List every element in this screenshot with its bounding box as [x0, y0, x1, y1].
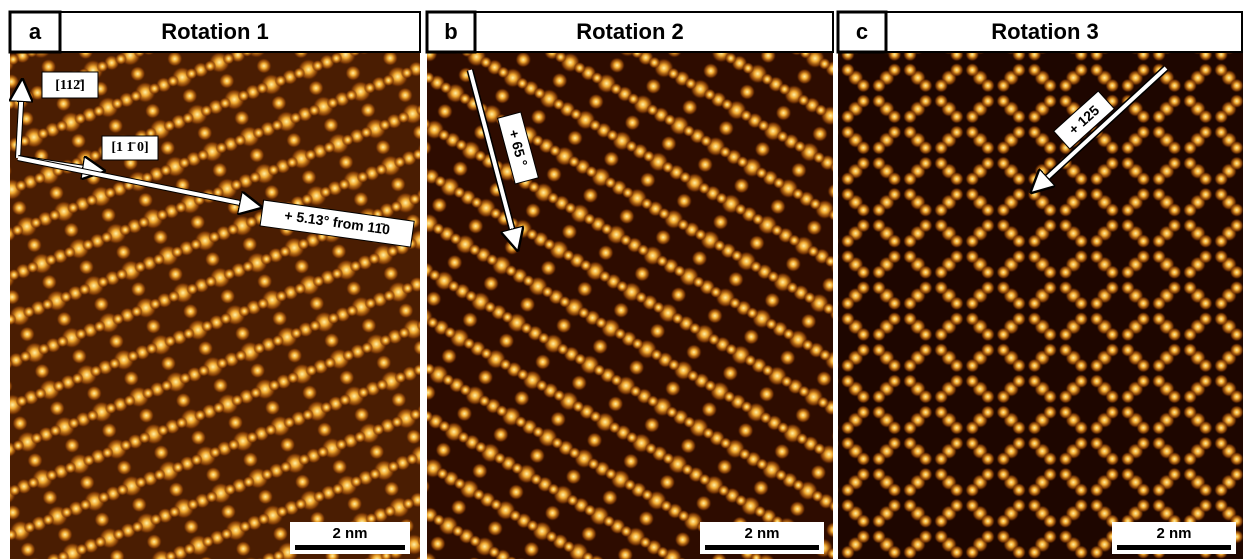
stm-image	[10, 52, 420, 559]
panel-c: c Rotation 3 + 125 2 nm	[838, 12, 1243, 559]
panel-title: Rotation 1	[161, 19, 269, 44]
scale-bar-label: 2 nm	[744, 525, 779, 542]
panel-b: b Rotation 2 + 65 ° 2 nm	[427, 12, 833, 559]
scale-bar-label: 2 nm	[332, 525, 367, 542]
stm-image	[838, 52, 1243, 559]
figure: a Rotation 1 [112̄] [1 1̄ 0] + 5.13° fro…	[0, 0, 1243, 559]
scale-bar	[1117, 545, 1231, 550]
panel-letter: b	[444, 19, 457, 44]
direction-label: [1 1̄ 0]	[111, 140, 148, 155]
scale-bar	[295, 545, 405, 550]
scale-bar	[705, 545, 819, 550]
panel-title: Rotation 3	[991, 19, 1099, 44]
scale-bar-label: 2 nm	[1156, 525, 1191, 542]
panel-title: Rotation 2	[576, 19, 684, 44]
panel-letter: a	[29, 19, 42, 44]
panel-a: a Rotation 1 [112̄] [1 1̄ 0] + 5.13° fro…	[10, 12, 420, 559]
direction-label: [112̄]	[55, 78, 85, 93]
panel-letter: c	[856, 19, 868, 44]
